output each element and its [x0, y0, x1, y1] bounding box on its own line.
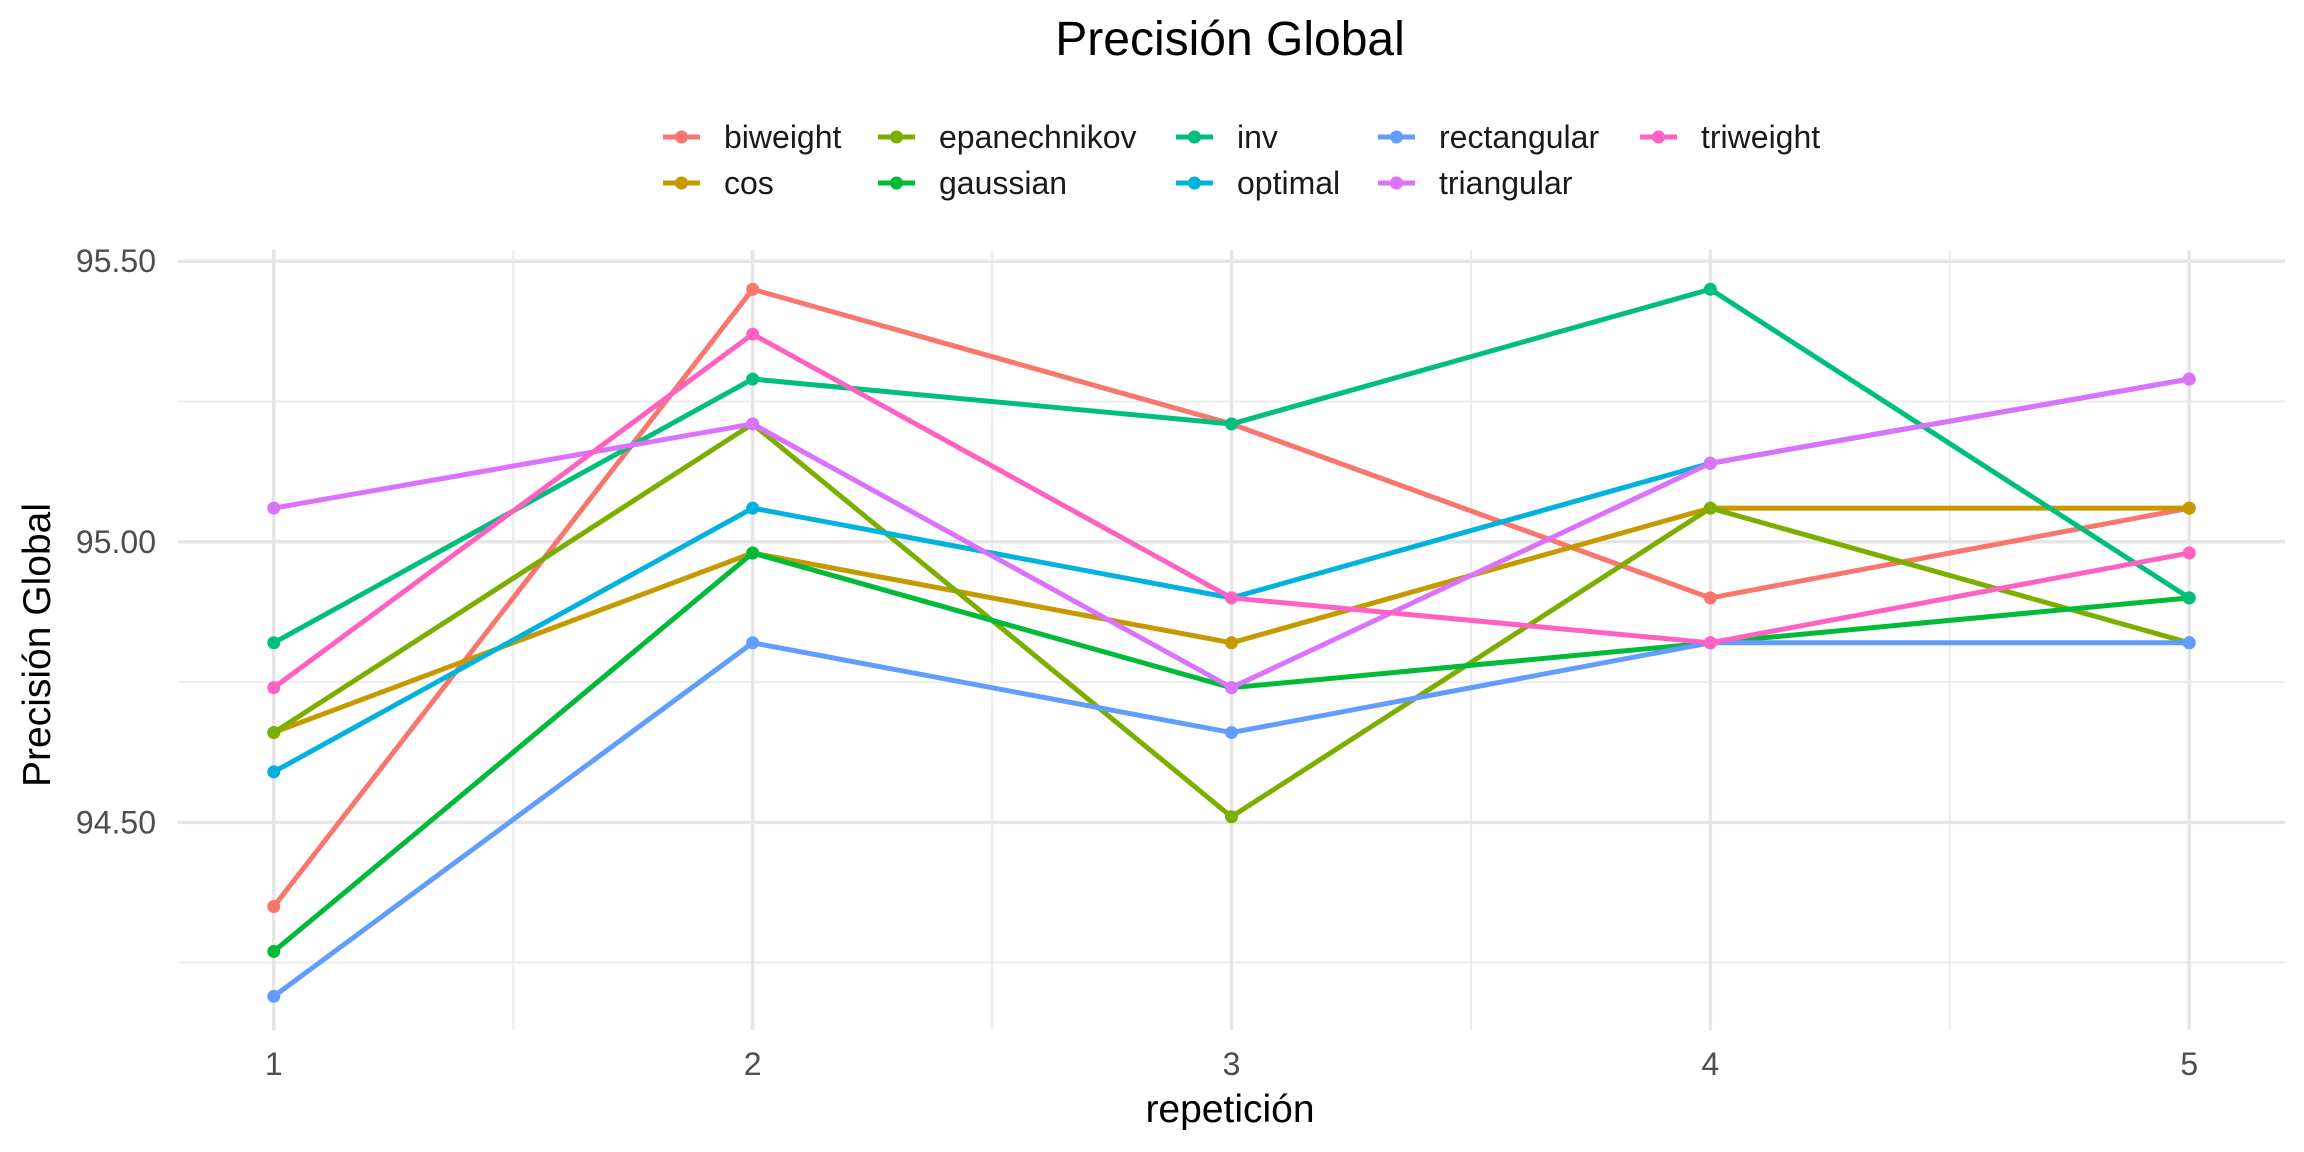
legend-item-inv: inv: [1176, 119, 1278, 155]
legend-label: epanechnikov: [939, 119, 1136, 155]
data-point-inv: [2182, 591, 2196, 605]
legend-label: rectangular: [1439, 119, 1599, 155]
legend-label: gaussian: [939, 165, 1067, 201]
legend-key-point: [675, 176, 688, 190]
data-point-triweight: [1225, 591, 1238, 605]
data-point-biweight: [1703, 591, 1717, 605]
legend-label: cos: [724, 165, 774, 201]
series-layer: [267, 282, 2196, 1003]
data-point-rectangular: [1225, 726, 1238, 740]
legend-key-point: [1188, 176, 1201, 190]
data-point-epanechnikov: [1703, 501, 1717, 515]
legend-key-point: [675, 130, 688, 144]
series-inv: [267, 282, 2196, 650]
legend-key-point: [890, 130, 903, 144]
data-point-optimal: [267, 765, 281, 779]
legend-item-cos: cos: [663, 165, 774, 201]
data-point-triangular: [1225, 681, 1238, 695]
data-point-inv: [746, 372, 760, 386]
legend-key-point: [1652, 130, 1665, 144]
data-point-inv: [267, 636, 281, 650]
x-tick-label: 1: [265, 1046, 283, 1082]
data-point-triangular: [746, 417, 760, 431]
y-tick-label: 94.50: [76, 804, 156, 840]
data-point-rectangular: [2182, 636, 2196, 650]
legend-key-point: [1390, 176, 1403, 190]
data-point-triweight: [1703, 636, 1717, 650]
data-point-optimal: [746, 501, 760, 515]
y-axis-title: Precisión Global: [16, 503, 59, 787]
y-tick-label: 95.50: [76, 243, 156, 279]
series-triweight: [267, 327, 2196, 695]
x-tick-label: 4: [1701, 1046, 1719, 1082]
legend: biweight cos epanechnikov gaussian inv optima…: [663, 119, 1820, 201]
legend-item-triweight: triweight: [1640, 119, 1820, 155]
data-point-epanechnikov: [267, 726, 281, 740]
data-point-rectangular: [267, 989, 281, 1003]
legend-label: triweight: [1701, 119, 1820, 155]
legend-item-epanechnikov: epanechnikov: [878, 119, 1136, 155]
legend-item-gaussian: gaussian: [878, 165, 1067, 201]
legend-label: triangular: [1439, 165, 1573, 201]
y-axis-ticks: 94.50 95.00 95.50: [76, 243, 156, 840]
data-point-biweight: [267, 900, 281, 914]
x-axis-ticks: 1 2 3 4 5: [265, 1046, 2198, 1082]
data-point-cos: [2182, 501, 2196, 515]
data-point-triweight: [2182, 546, 2196, 560]
data-point-triweight: [267, 681, 281, 695]
x-tick-label: 2: [744, 1046, 762, 1082]
x-axis-title: repetición: [1145, 1088, 1314, 1131]
legend-key-point: [1188, 130, 1201, 144]
data-point-rectangular: [746, 636, 760, 650]
data-point-triangular: [267, 501, 281, 515]
legend-label: biweight: [724, 119, 842, 155]
y-tick-label: 95.00: [76, 524, 156, 560]
x-tick-label: 3: [1223, 1046, 1241, 1082]
x-tick-label: 5: [2180, 1046, 2198, 1082]
data-point-triangular: [1703, 456, 1717, 470]
legend-label: optimal: [1237, 165, 1340, 201]
legend-key-point: [1390, 130, 1403, 144]
data-point-biweight: [746, 282, 760, 296]
legend-item-biweight: biweight: [663, 119, 842, 155]
legend-label: inv: [1237, 119, 1278, 155]
data-point-gaussian: [746, 546, 760, 560]
legend-item-optimal: optimal: [1176, 165, 1340, 201]
legend-item-triangular: triangular: [1378, 165, 1573, 201]
data-point-cos: [1225, 636, 1238, 650]
legend-key-point: [890, 176, 903, 190]
legend-item-rectangular: rectangular: [1378, 119, 1599, 155]
chart-title: Precisión Global: [1055, 13, 1405, 66]
data-point-inv: [1703, 282, 1717, 296]
data-point-triweight: [746, 327, 760, 341]
data-point-epanechnikov: [1225, 810, 1238, 824]
data-point-gaussian: [267, 944, 281, 958]
data-point-inv: [1225, 417, 1238, 431]
data-point-triangular: [2182, 372, 2196, 386]
